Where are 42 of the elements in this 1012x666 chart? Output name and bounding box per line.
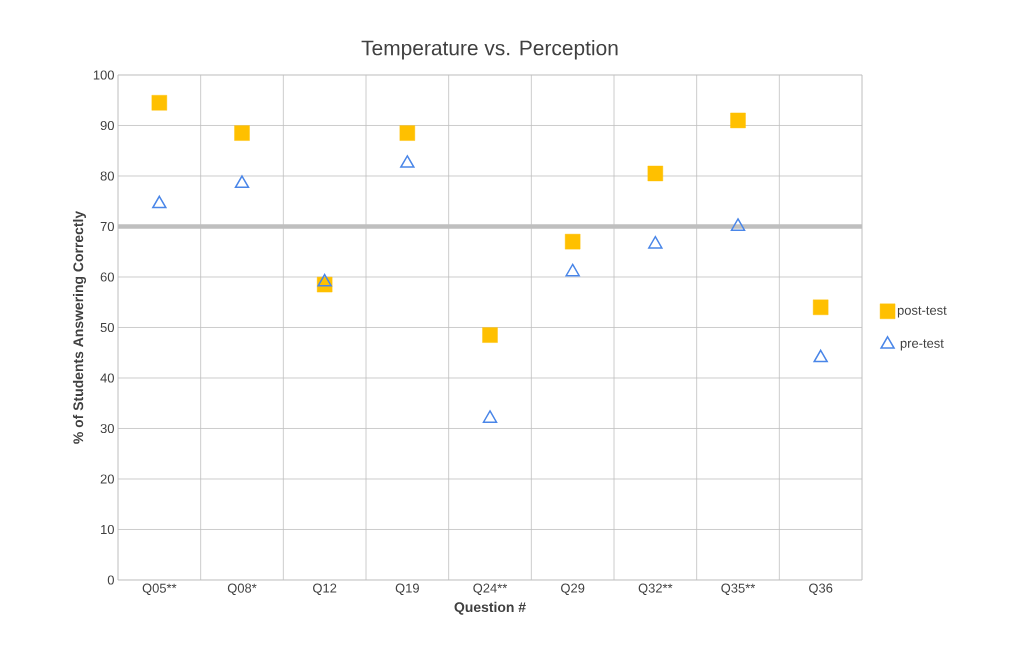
point: [399, 125, 416, 141]
point: [482, 327, 498, 343]
point: [730, 112, 746, 129]
x-tick-label: Q35**: [721, 583, 756, 596]
legend-label: pre-test: [900, 339, 944, 351]
x-tick-label: Q24**: [473, 583, 508, 596]
point: [234, 175, 250, 189]
y-tick-label: 20: [100, 474, 114, 484]
point: [647, 165, 664, 182]
y-tick-label: 40: [100, 373, 114, 383]
x-tick-label: Q19: [395, 583, 419, 596]
y-tick-label: 90: [100, 120, 114, 131]
x-tick-label: Q08*: [227, 583, 257, 596]
x-tick-label: Q12: [313, 583, 337, 596]
y-tick-label: 10: [101, 524, 114, 535]
point: [317, 273, 332, 287]
y-tick-label: 70: [100, 221, 114, 232]
point: [565, 263, 580, 277]
x-tick-label: Q29: [561, 583, 585, 596]
point: [812, 299, 829, 315]
y-tick-label: 80: [100, 171, 114, 181]
legend-label: post-test: [897, 306, 947, 318]
y-axis-title: % of Students Answering Correctly: [72, 210, 87, 444]
y-tick-label: 50: [100, 322, 114, 333]
point: [564, 233, 581, 250]
y-tick-label: 100: [93, 70, 114, 80]
y-tick-label: 0: [107, 575, 114, 585]
point: [482, 410, 498, 423]
point: [648, 235, 663, 249]
y-tick-label: 60: [100, 272, 114, 282]
point: [152, 195, 167, 209]
x-tick-label: Q32**: [638, 583, 673, 596]
x-tick-label: Q05**: [142, 583, 177, 596]
x-axis-title: Question #: [454, 601, 526, 615]
chart-title: Temperature vs. Perception: [361, 40, 618, 60]
x-tick-label: Q36: [809, 583, 833, 596]
point: [730, 218, 746, 231]
point: [813, 349, 828, 363]
point: [151, 95, 168, 111]
point: [400, 155, 415, 168]
point: [234, 125, 250, 141]
y-tick-label: 30: [100, 423, 114, 434]
